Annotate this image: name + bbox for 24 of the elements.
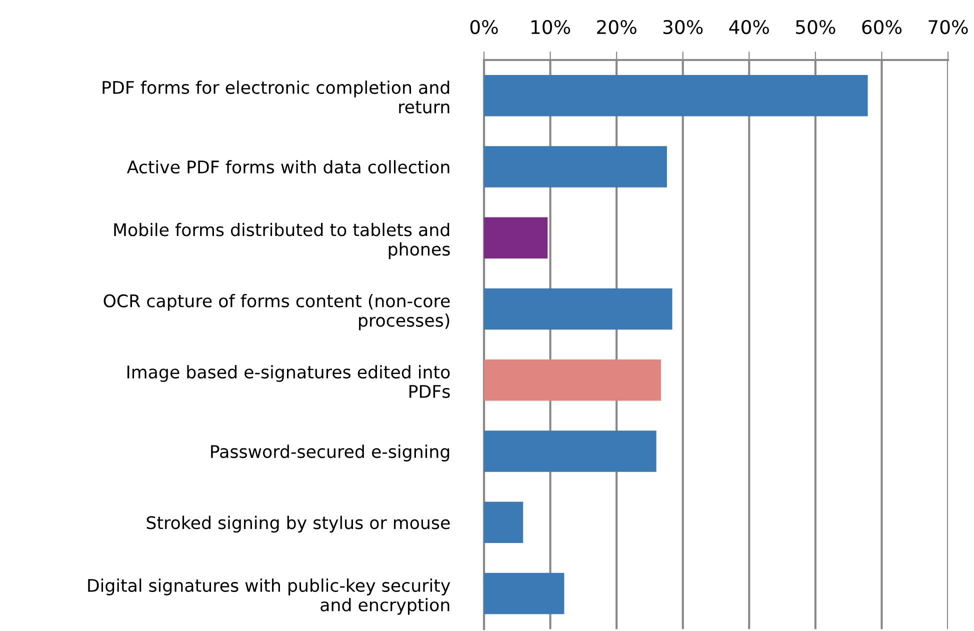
bar xyxy=(484,430,656,472)
y-tick-label: Mobile forms distributed to tablets and phones xyxy=(114,222,450,260)
bar xyxy=(484,502,524,544)
bar xyxy=(484,572,564,614)
x-tick-label: 70% xyxy=(928,20,968,34)
y-tick-label: Image based e-signatures edited into PDFs xyxy=(127,365,450,398)
y-tick-label: Stroked signing by stylus or mouse xyxy=(146,516,450,533)
y-tick-label: Password-secured e-signing xyxy=(211,444,450,462)
x-tick-label: 50% xyxy=(796,20,836,34)
bar xyxy=(484,146,667,188)
y-tick-label: PDF forms for electronic completion and return xyxy=(102,80,450,114)
bar xyxy=(484,359,661,401)
x-tick-label: 60% xyxy=(862,20,902,34)
y-tick-label: OCR capture of forms content (non-core processes) xyxy=(104,294,450,330)
x-tick-label: 0% xyxy=(470,20,498,34)
x-tick-label: 40% xyxy=(729,20,769,34)
bar xyxy=(484,288,672,330)
x-tick-label: 20% xyxy=(597,20,636,34)
y-tick-label: Active PDF forms with data collection xyxy=(126,160,450,174)
x-tick-label: 30% xyxy=(663,20,703,34)
y-tick-label: Digital signatures with public-key security and encryption xyxy=(88,578,450,615)
x-tick-label: 10% xyxy=(532,20,570,34)
bar xyxy=(484,217,548,258)
bar xyxy=(484,74,868,116)
